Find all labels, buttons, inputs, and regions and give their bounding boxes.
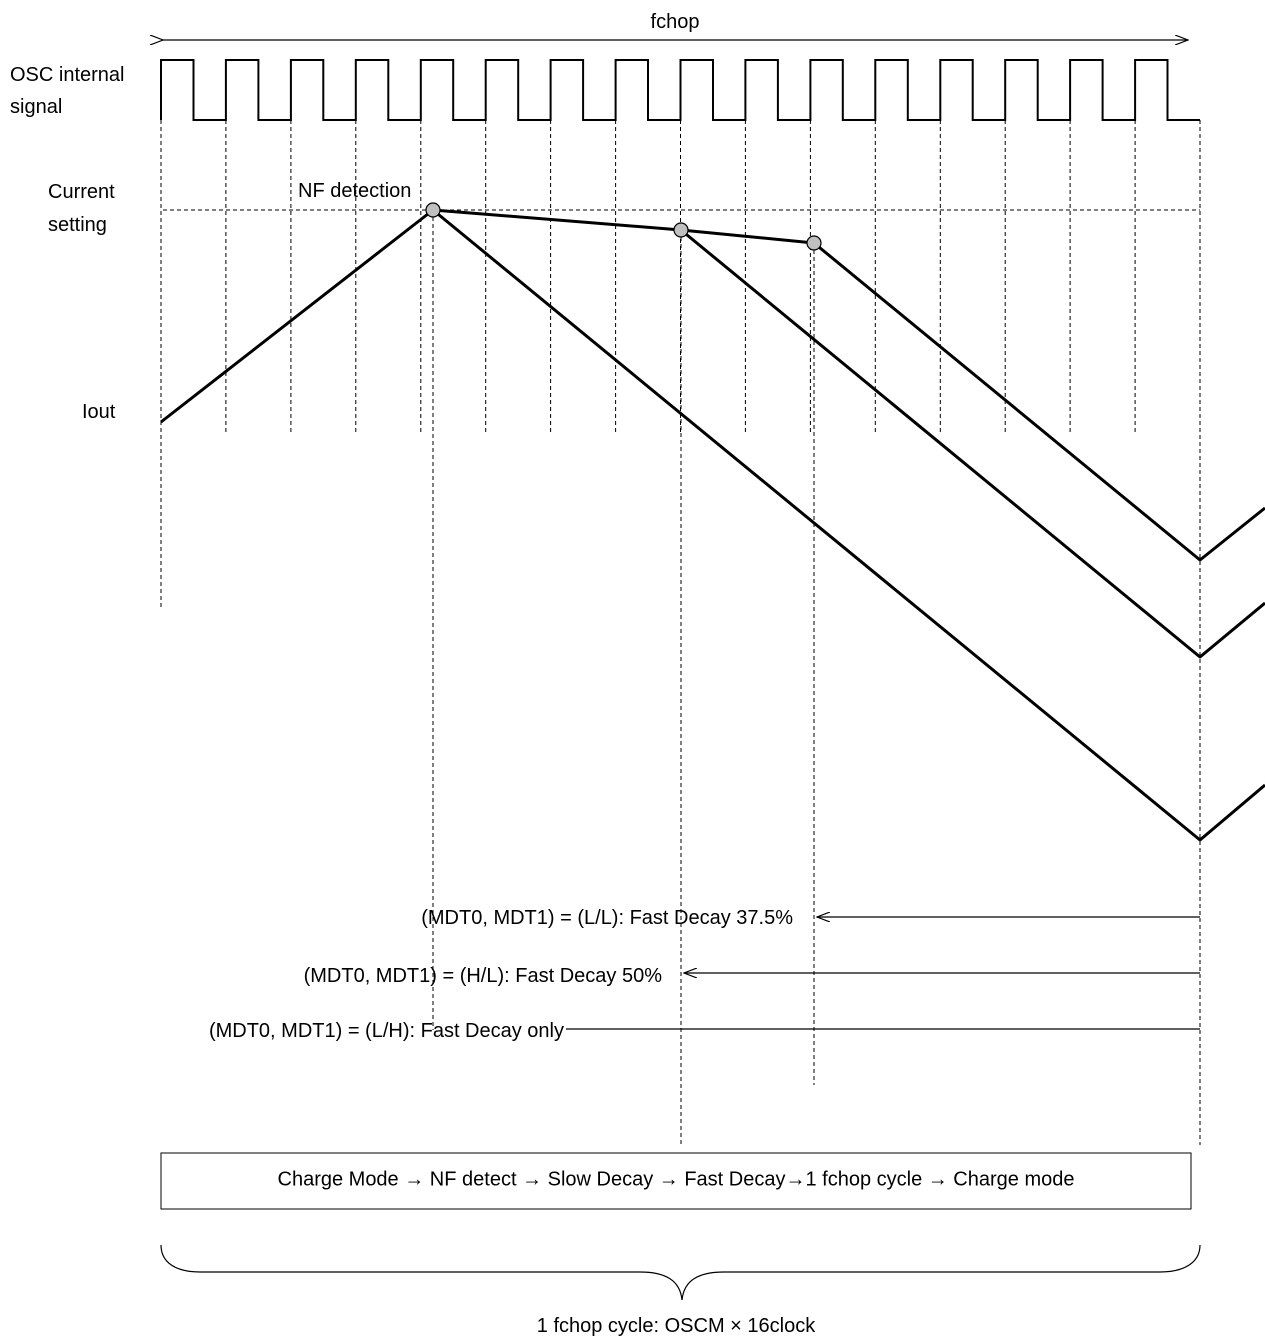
nf-detection-point xyxy=(425,202,441,218)
iout-fast-decay-50 xyxy=(680,228,1265,659)
mode-ll-label: (MDT0, MDT1) = (L/L): Fast Decay 37.5% xyxy=(421,907,793,929)
osc-signal-label-line2: signal xyxy=(10,96,62,118)
sequence-text: Charge Mode → NF detect → Slow Decay → F… xyxy=(278,1168,1075,1190)
clock-guide-lines xyxy=(225,120,1136,435)
nf-detection-label: NF detection xyxy=(298,180,411,202)
current-setting-label-line2: setting xyxy=(48,214,107,236)
mode-hl-label: (MDT0, MDT1) = (H/L): Fast Decay 50% xyxy=(304,965,663,987)
cycle-brace xyxy=(160,1244,1201,1301)
iout-fast-decay-only xyxy=(432,208,1265,842)
fchop-label: fchop xyxy=(651,11,700,33)
fast-decay-37-start-point xyxy=(806,235,822,251)
osc-square-wave xyxy=(160,59,1200,121)
current-setting-label-line1: Current xyxy=(48,181,115,203)
fast-decay-50-start-point xyxy=(673,222,689,238)
iout-waveforms xyxy=(160,208,1265,842)
mode-lh-label: (MDT0, MDT1) = (L/H): Fast Decay only xyxy=(209,1020,564,1042)
sequence-box xyxy=(160,1152,1192,1210)
cycle-label: 1 fchop cycle: OSCM × 16clock xyxy=(537,1315,816,1336)
iout-label: Iout xyxy=(82,401,116,423)
iout-charge-ramp xyxy=(160,208,434,424)
osc-signal-label-line1: OSC internal xyxy=(10,64,125,86)
iout-fast-decay-37 xyxy=(813,241,1265,562)
iout-slow-decay xyxy=(432,208,815,245)
